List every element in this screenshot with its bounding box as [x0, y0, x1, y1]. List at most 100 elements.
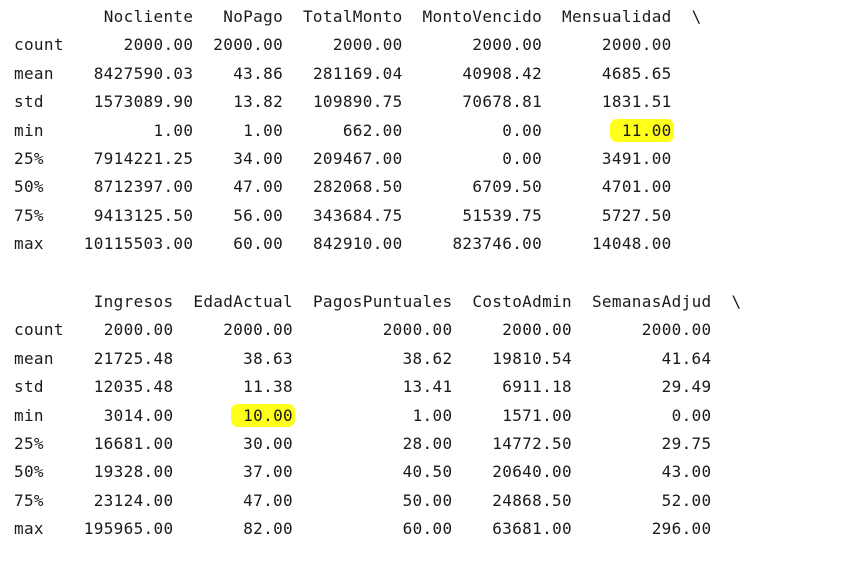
- table-cell: 8427590.03: [93, 63, 194, 83]
- table-cell: 28.00: [402, 434, 453, 454]
- row-label: max: [14, 234, 44, 254]
- column-header: SemanasAdjud: [591, 292, 712, 311]
- table-cell: 4701.00: [601, 177, 672, 197]
- table-cell: 3014.00: [103, 405, 174, 425]
- column-header: Ingresos: [93, 292, 174, 311]
- highlighted-value: 11.00: [611, 120, 672, 140]
- table-cell: 63681.00: [492, 519, 572, 539]
- column-header: NoPago: [223, 7, 284, 26]
- table-cell: 34.00: [233, 149, 284, 169]
- table-cell: 12035.48: [93, 377, 174, 397]
- table-cell: 282068.50: [312, 177, 403, 197]
- table-cell: 109890.75: [312, 92, 403, 112]
- table-cell: 47.00: [233, 177, 284, 197]
- table-cell: 1.00: [412, 405, 453, 425]
- table-cell: 56.00: [233, 205, 284, 225]
- table-cell: 6709.50: [472, 177, 543, 197]
- table-cell: 21725.48: [93, 348, 174, 368]
- row-label: 25%: [14, 434, 44, 454]
- describe-table-2: Ingresos EdadActual PagosPuntuales Costo…: [14, 288, 741, 544]
- row-label: count: [14, 320, 64, 340]
- row-label: 50%: [14, 177, 44, 197]
- table-cell: 2000.00: [472, 35, 543, 55]
- table-cell: 70678.81: [462, 92, 543, 112]
- table-cell: 40908.42: [462, 63, 543, 83]
- table-cell: 1571.00: [502, 405, 572, 425]
- row-label: count: [14, 35, 64, 55]
- table-cell: 30.00: [243, 434, 293, 454]
- table-cell: 662.00: [342, 120, 403, 140]
- table-cell: 13.82: [233, 92, 284, 112]
- table-cell: 5727.50: [601, 205, 672, 225]
- table-cell: 1831.51: [601, 92, 672, 112]
- table-cell: 2000.00: [103, 320, 174, 340]
- table-cell: 1.00: [153, 120, 194, 140]
- table-cell: 1.00: [243, 120, 284, 140]
- table-cell: 40.50: [402, 462, 453, 482]
- row-label: 75%: [14, 205, 44, 225]
- table-cell: 16681.00: [93, 434, 174, 454]
- row-label: mean: [14, 348, 54, 368]
- table-cell: 47.00: [243, 490, 293, 510]
- table-cell: 50.00: [402, 490, 453, 510]
- column-header: Nocliente: [103, 7, 194, 26]
- table-cell: 2000.00: [502, 320, 573, 340]
- table-cell: 29.49: [661, 377, 712, 397]
- column-header: MontoVencido: [422, 7, 543, 26]
- table-cell: 43.00: [661, 462, 712, 482]
- table-cell: 0.00: [502, 120, 543, 140]
- row-label: 75%: [14, 490, 44, 510]
- row-label: min: [14, 405, 44, 425]
- column-header: PagosPuntuales: [312, 292, 453, 311]
- row-label: min: [14, 120, 44, 140]
- table-cell: 11.38: [243, 377, 293, 397]
- table-cell: 2000.00: [641, 320, 712, 340]
- table-cell: 2000.00: [213, 35, 284, 55]
- table-cell: 60.00: [402, 519, 453, 539]
- table-cell: 14772.50: [492, 434, 572, 454]
- table-cell: 23124.00: [93, 490, 174, 510]
- table-cell: 281169.04: [312, 63, 403, 83]
- column-header: Mensualidad: [562, 7, 672, 26]
- table-cell: 209467.00: [312, 149, 403, 169]
- row-label: max: [14, 519, 44, 539]
- line-continuation: \: [731, 292, 742, 311]
- table-cell: 7914221.25: [93, 149, 194, 169]
- table-cell: 2000.00: [123, 35, 194, 55]
- table-cell: 38.62: [402, 348, 453, 368]
- table-cell: 0.00: [502, 149, 543, 169]
- table-cell: 13.41: [402, 377, 453, 397]
- line-continuation: \: [691, 7, 702, 26]
- row-label: std: [14, 92, 44, 112]
- table-cell: 19810.54: [492, 348, 572, 368]
- table-cell: 19328.00: [93, 462, 174, 482]
- table-cell: 2000.00: [223, 320, 294, 340]
- row-label: mean: [14, 63, 54, 83]
- table-cell: 0.00: [671, 405, 712, 425]
- table-cell: 52.00: [661, 490, 712, 510]
- table-cell: 296.00: [651, 519, 712, 539]
- table-cell: 343684.75: [312, 205, 403, 225]
- table-cell: 823746.00: [452, 234, 543, 254]
- table-cell: 2000.00: [601, 35, 672, 55]
- table-cell: 10115503.00: [83, 234, 194, 254]
- table-cell: 6911.18: [502, 377, 572, 397]
- table-cell: 2000.00: [382, 320, 453, 340]
- table-cell: 37.00: [243, 462, 293, 482]
- describe-table-1: Nocliente NoPago TotalMonto MontoVencido…: [14, 3, 702, 259]
- table-cell: 38.63: [243, 348, 293, 368]
- highlighted-value: 10.00: [233, 405, 293, 425]
- table-cell: 20640.00: [492, 462, 572, 482]
- row-label: 25%: [14, 149, 44, 169]
- table-cell: 24868.50: [492, 490, 572, 510]
- table-cell: 9413125.50: [93, 205, 194, 225]
- table-cell: 1573089.90: [93, 92, 194, 112]
- table-cell: 51539.75: [462, 205, 543, 225]
- table-cell: 842910.00: [312, 234, 403, 254]
- table-cell: 2000.00: [332, 35, 403, 55]
- table-cell: 29.75: [661, 434, 712, 454]
- row-label: std: [14, 377, 44, 397]
- column-header: EdadActual: [193, 292, 293, 311]
- row-label: 50%: [14, 462, 44, 482]
- table-cell: 8712397.00: [93, 177, 194, 197]
